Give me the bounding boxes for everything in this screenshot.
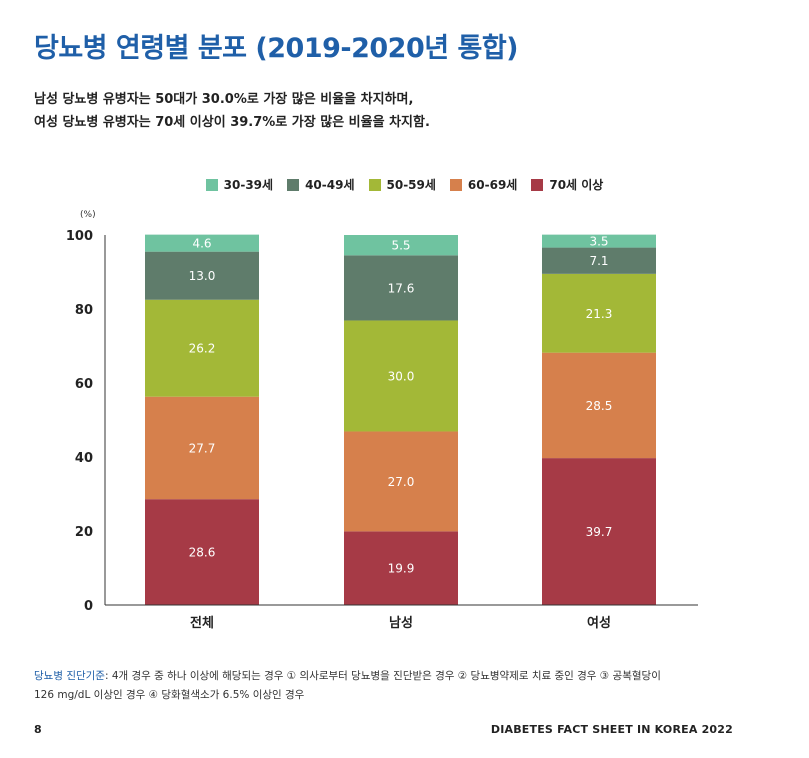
publication-name: DIABETES FACT SHEET IN KOREA 2022	[490, 723, 733, 736]
y-tick-label: 40	[75, 451, 93, 466]
legend-label: 70세 이상	[549, 178, 604, 192]
legend-label: 40-49세	[305, 178, 355, 192]
summary-line-1: 남성 당뇨병 유병자는 50대가 30.0%로 가장 많은 비율을 차지하며,	[34, 92, 414, 107]
data-label: 28.6	[189, 546, 216, 560]
data-label: 17.6	[388, 281, 415, 295]
data-label: 39.7	[586, 525, 613, 539]
x-tick-label: 전체	[190, 615, 214, 631]
bar-segment	[542, 352, 656, 459]
stacked-bar-chart: (%) 0 20 40 60 80 100 28.6 27.7 26.2 13.0 4.6 전체 19.9…	[66, 210, 698, 631]
legend-item: 50-59세	[368, 176, 436, 193]
bar-segment	[344, 255, 458, 321]
y-axis-unit: (%)	[80, 210, 96, 220]
legend-item: 30-39세	[205, 176, 274, 193]
y-tick-label: 20	[75, 525, 93, 540]
data-label: 27.7	[189, 441, 216, 455]
y-tick-label: 80	[75, 303, 93, 318]
data-label: 30.0	[388, 369, 415, 383]
legend-swatch	[531, 178, 544, 191]
legend-label: 30-39세	[223, 178, 274, 192]
data-label: 28.5	[586, 399, 613, 413]
bar-segment	[145, 396, 259, 500]
legend-label: 50-59세	[386, 178, 436, 192]
bar-segment	[542, 234, 656, 248]
bar-segment	[344, 531, 458, 605]
y-tick-label: 0	[84, 599, 93, 614]
chart-legend: 30-39세 40-49세 50-59세 60-69세 70세 이상	[0, 176, 809, 193]
bar-segment	[145, 251, 259, 300]
legend-swatch	[368, 178, 381, 191]
legend-swatch	[205, 178, 218, 191]
bar-segment	[344, 235, 458, 256]
footnote: 당뇨병 진단기준: 4개 경우 중 하나 이상에 해당되는 경우 ① 의사로부터…	[34, 667, 661, 705]
legend-swatch	[287, 178, 300, 191]
x-tick-label: 여성	[587, 615, 611, 631]
x-tick-label: 남성	[389, 615, 413, 631]
bar-segment	[542, 247, 656, 274]
data-label: 3.5	[589, 235, 608, 249]
bar-segment	[145, 499, 259, 605]
legend-swatch	[449, 178, 462, 191]
data-label: 7.1	[589, 254, 608, 268]
legend-item: 70세 이상	[531, 176, 603, 193]
legend-label: 60-69세	[467, 178, 518, 192]
bar-segment	[344, 320, 458, 432]
data-label: 4.6	[192, 237, 211, 251]
footnote-line-2: 126 mg/dL 이상인 경우 ④ 당화혈색소가 6.5% 이상인 경우	[34, 689, 305, 701]
data-label: 5.5	[391, 239, 410, 253]
data-label: 19.9	[388, 562, 415, 576]
summary-line-2: 여성 당뇨병 유병자는 70세 이상이 39.7%로 가장 많은 비율을 차지함…	[34, 115, 430, 130]
y-tick-label: 60	[75, 377, 93, 392]
bar-segment	[542, 273, 656, 353]
legend-item: 40-49세	[287, 176, 355, 193]
bar-segment	[542, 458, 656, 605]
data-label: 21.3	[586, 307, 613, 321]
bar-segment	[344, 431, 458, 532]
data-label: 13.0	[189, 269, 216, 283]
page-number: 8	[34, 723, 42, 736]
bar-segment	[145, 234, 259, 252]
y-tick-label: 100	[66, 229, 93, 244]
data-label: 27.0	[388, 475, 415, 489]
footnote-key: 당뇨병 진단기준	[34, 670, 105, 682]
footnote-line-1: : 4개 경우 중 하나 이상에 해당되는 경우 ① 의사로부터 당뇨병을 진단…	[104, 670, 661, 682]
data-label: 26.2	[189, 342, 216, 356]
legend-item: 60-69세	[449, 176, 518, 193]
page-title: 당뇨병 연령별 분포 (2019-2020년 통합)	[34, 33, 519, 64]
bar-segment	[145, 299, 259, 397]
summary-text: 남성 당뇨병 유병자는 50대가 30.0%로 가장 많은 비율을 차지하며, …	[34, 88, 430, 134]
